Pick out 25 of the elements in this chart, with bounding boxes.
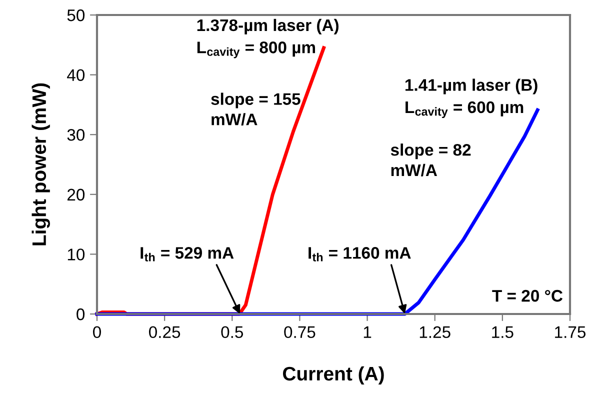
annotation: slope = 82 mW/A — [390, 144, 471, 176]
x-tick-label: 1.75 — [555, 326, 586, 338]
x-tick-label: 0.5 — [221, 326, 244, 338]
annotation: I$_{th}$ = 1160 mA — [308, 247, 411, 262]
x-tick-label: 0 — [93, 326, 101, 338]
annotation: 1.378-µm laser (A) — [197, 18, 339, 34]
annotation: T = 20 °C — [492, 290, 563, 302]
annotation: L$_{cavity}$ = 600 µm — [406, 101, 524, 118]
y-tick-label: 10 — [68, 248, 85, 260]
x-tick-label: 1.25 — [420, 326, 450, 338]
x-tick-label: 1.5 — [492, 326, 514, 338]
y-tick-label: 20 — [67, 188, 85, 201]
x-tick-label: 0.75 — [284, 326, 316, 338]
annotation: I$_{th}$ = 529 mA — [140, 247, 234, 262]
y-tick-label: 30 — [67, 129, 85, 141]
x-axis-title: Current (A) — [282, 366, 384, 384]
y-tick-label: 40 — [67, 69, 85, 82]
annotation: slope = 155 mW/A — [211, 92, 300, 126]
y-axis-title: Light power (mW) — [32, 83, 50, 246]
annotation: L$_{cavity}$ = 800 µm — [197, 42, 316, 58]
annotation: 1.41-µm laser (B) — [406, 78, 538, 94]
x-tick-label: 1 — [364, 326, 372, 338]
y-tick-label: 50 — [67, 9, 85, 22]
y-tick-label: 0 — [76, 308, 85, 320]
x-tick-label: 0.25 — [149, 326, 180, 338]
